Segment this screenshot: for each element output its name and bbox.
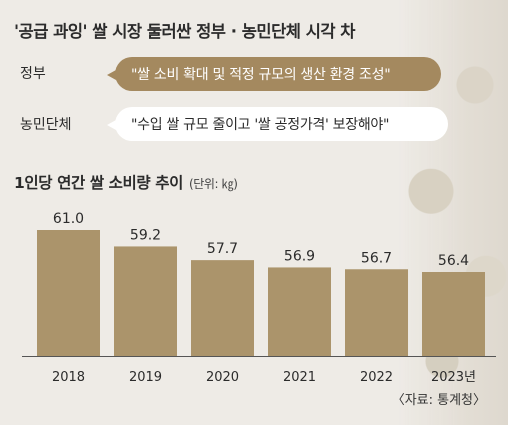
- bar-2020: [191, 260, 254, 356]
- value-label: 56.7: [361, 250, 392, 266]
- x-tick-label: 2021: [283, 370, 316, 385]
- bar-2022: [345, 269, 408, 356]
- bar-chart: 61.0 2018 59.2 2019 57.7 2020 56.9 2021 56.7 2022…: [22, 211, 496, 385]
- x-tick-label: 2019: [129, 370, 162, 385]
- chart-unit: (단위: ㎏): [188, 177, 238, 191]
- government-label: 정부: [20, 66, 46, 82]
- value-label: 56.4: [438, 253, 469, 269]
- x-tick-label: 2023년: [431, 370, 476, 385]
- chart-title: 1인당 연간 쌀 소비량 추이 (단위: ㎏): [14, 171, 238, 193]
- bar-2019: [114, 246, 177, 356]
- farmer-quote-bubble: "수입 쌀 규모 줄이고 '쌀 공정가격' 보장해야": [107, 107, 448, 141]
- value-label: 57.7: [207, 241, 238, 257]
- farmer-quote: "수입 쌀 규모 줄이고 '쌀 공정가격' 보장해야": [131, 117, 390, 133]
- x-tick-label: 2020: [206, 370, 239, 385]
- source-credit: 〈자료: 통계청〉: [391, 393, 486, 408]
- bar-2023년: [422, 272, 485, 356]
- bubble-tail: [107, 70, 116, 80]
- x-tick-label: 2018: [52, 370, 85, 385]
- bar-2018: [37, 230, 100, 356]
- government-quote-bubble: "쌀 소비 확대 및 적정 규모의 생산 환경 조성": [107, 57, 441, 91]
- farmer-group-label: 농민단체: [20, 117, 72, 133]
- value-label: 61.0: [53, 211, 84, 227]
- bubble-tail: [107, 120, 116, 130]
- headline: '공급 과잉' 쌀 시장 둘러싼 정부 · 농민단체 시각 차: [14, 22, 356, 41]
- government-quote: "쌀 소비 확대 및 적정 규모의 생산 환경 조성": [131, 67, 391, 83]
- value-label: 59.2: [130, 227, 161, 243]
- x-tick-label: 2022: [360, 370, 393, 385]
- chart-title-text: 1인당 연간 쌀 소비량 추이: [14, 174, 183, 192]
- value-label: 56.9: [284, 248, 315, 264]
- bar-2021: [268, 267, 331, 356]
